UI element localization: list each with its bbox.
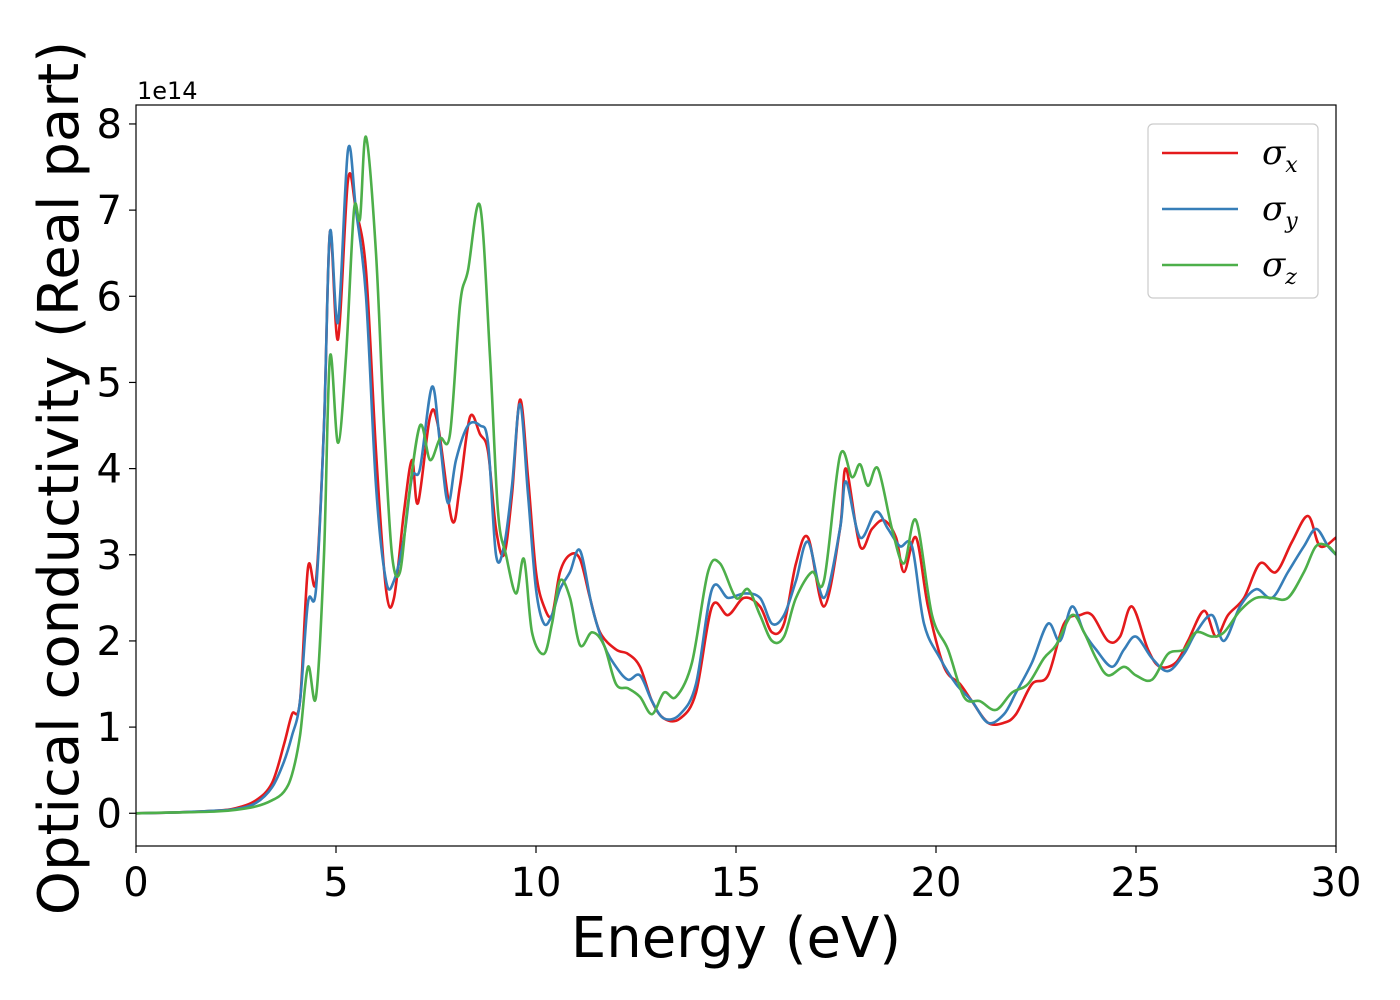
x-axis-label: Energy (eV) [571,906,901,971]
y-tick-label: 4 [97,447,122,493]
x-axis-ticks: 0 5 10 15 20 25 30 [123,846,1361,906]
legend-label-z: σz [1262,245,1297,290]
legend-label-x: σx [1262,133,1298,178]
x-tick-label: 15 [711,860,762,906]
y-tick-label: 5 [97,360,122,406]
x-tick-label: 25 [1111,860,1162,906]
plot-frame [135,104,1337,847]
x-tick-label: 30 [1311,860,1362,906]
x-tick-label: 10 [511,860,562,906]
y-tick-label: 7 [97,188,122,234]
y-tick-label: 2 [97,619,122,665]
y-tick-label: 0 [97,791,122,837]
plot-area [136,105,1336,846]
series-line-y [136,144,1336,815]
x-tick-label: 5 [323,860,348,906]
y-tick-label: 8 [97,102,122,148]
x-tick-label: 0 [123,860,148,906]
x-tick-label: 20 [911,860,962,906]
series-line-z [136,135,1336,815]
y-tick-label: 3 [97,533,122,579]
y-axis-ticks: 0 1 2 3 4 5 6 7 8 [97,102,136,837]
y-axis-offset-label: 1e14 [137,77,198,105]
series-line-x [136,172,1336,815]
series-layer [136,135,1336,815]
legend-box [1147,123,1319,299]
y-tick-label: 6 [97,274,122,320]
y-axis-label: Optical conductivity (Real part) [27,41,92,915]
legend-label-y: σy [1262,189,1298,234]
legend: σx σy σz [1147,123,1319,299]
y-tick-label: 1 [97,705,122,751]
